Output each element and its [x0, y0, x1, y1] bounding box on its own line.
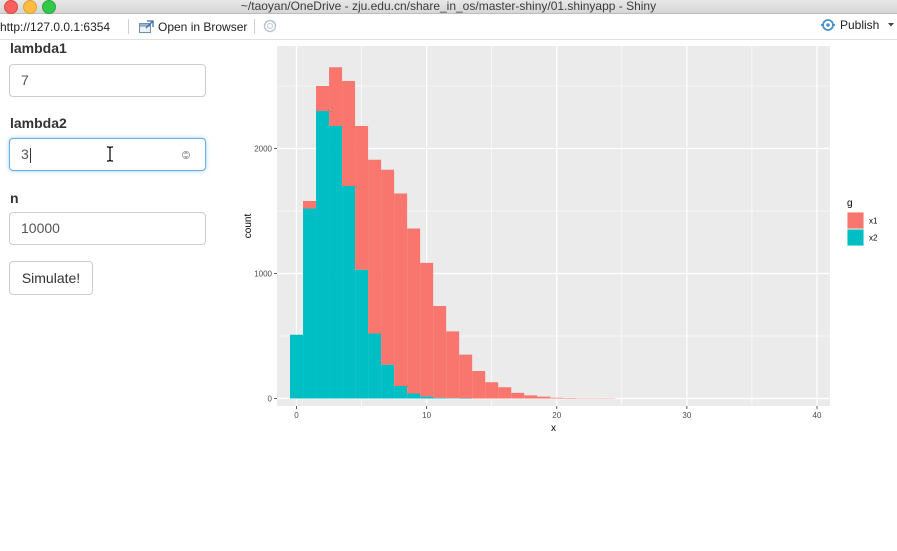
x-axis-label: x	[551, 423, 556, 434]
bar-x1	[524, 395, 538, 399]
bar-x1	[407, 228, 421, 394]
bar-x1	[394, 193, 408, 386]
y-tick-label: 2000	[254, 145, 272, 154]
n-input[interactable]: 10000	[9, 212, 206, 245]
publish-icon	[821, 19, 835, 31]
x-tick-label: 40	[813, 411, 822, 420]
legend-label-x2: x2	[869, 234, 878, 243]
legend-label-x1: x1	[869, 217, 878, 226]
bar-x1	[381, 169, 395, 365]
publish-button[interactable]: Publish	[820, 18, 895, 32]
lambda1-label: lambda1	[10, 40, 67, 56]
bar-x2	[316, 111, 330, 399]
plot-axes: x count 0 10 20 30 40 0 1000 2000	[243, 145, 822, 435]
bar-x2	[420, 396, 434, 399]
legend-key-x2	[847, 229, 864, 246]
app-url: http://127.0.0.1:6354	[0, 20, 111, 34]
x-tick-label: 0	[294, 411, 299, 420]
bar-x2	[368, 333, 382, 399]
bar-x2	[433, 397, 447, 399]
bar-x1	[342, 81, 356, 186]
bar-x1	[446, 331, 460, 399]
minimize-window-button[interactable]	[23, 0, 37, 14]
publish-label: Publish	[840, 18, 880, 32]
y-tick-label: 0	[268, 395, 273, 404]
lambda2-input[interactable]: 3	[9, 138, 206, 171]
bar-x1	[316, 86, 330, 111]
histogram-plot: x count 0 10 20 30 40 0 1000 2000 g x1 x2	[243, 46, 878, 435]
bar-x1	[355, 126, 369, 270]
x-tick-label: 30	[682, 411, 691, 420]
lambda1-input[interactable]: 7	[9, 64, 206, 97]
bar-x1	[472, 371, 486, 399]
open-in-browser-button[interactable]: Open in Browser	[138, 18, 247, 35]
bar-x2	[407, 393, 421, 399]
window-titlebar: ~/taoyan/OneDrive - zju.edu.cn/share_in_…	[0, 0, 897, 14]
bar-x2	[394, 386, 408, 399]
plot-legend: g x1 x2	[847, 198, 878, 246]
bar-x1	[498, 387, 512, 399]
lambda2-label: lambda2	[10, 115, 67, 131]
y-axis-label: count	[243, 214, 254, 239]
close-window-button[interactable]	[4, 0, 18, 14]
bar-x1	[433, 306, 447, 398]
open-in-browser-label: Open in Browser	[158, 19, 248, 34]
bar-x1	[563, 398, 577, 399]
y-tick-label: 1000	[254, 270, 272, 279]
lambda2-value: 3	[21, 146, 29, 162]
x-tick-label: 10	[422, 411, 431, 420]
zoom-window-button[interactable]	[42, 0, 56, 14]
chevron-down-icon[interactable]	[887, 22, 895, 28]
bar-x1	[537, 396, 551, 399]
legend-key-x1	[847, 212, 864, 229]
n-label: n	[10, 190, 19, 206]
bar-x2	[381, 364, 395, 399]
bar-x2	[342, 186, 356, 399]
legend-title: g	[847, 198, 853, 209]
bar-x2	[329, 126, 343, 399]
bar-x1	[303, 201, 317, 209]
simulate-button[interactable]: Simulate!	[9, 261, 93, 295]
bar-x2	[303, 208, 317, 399]
bar-x1	[368, 159, 382, 334]
viewer-toolbar: http://127.0.0.1:6354 Open in Browser Pu…	[0, 14, 897, 40]
bar-x2	[355, 269, 369, 399]
bar-x2	[290, 334, 304, 399]
text-cursor-icon	[107, 146, 113, 162]
text-caret	[29, 147, 31, 163]
bar-x1	[459, 354, 473, 399]
open-browser-icon	[139, 19, 154, 33]
refresh-icon[interactable]	[263, 19, 277, 33]
number-spinner[interactable]	[182, 149, 190, 161]
bar-x1	[420, 262, 434, 397]
bar-x1	[550, 397, 564, 399]
toolbar-separator	[128, 19, 129, 34]
histogram-bars	[290, 67, 616, 399]
toolbar-separator	[254, 19, 255, 34]
bar-x1	[511, 392, 525, 399]
bar-x1	[329, 67, 343, 126]
bar-x1	[485, 382, 499, 399]
window-title: ~/taoyan/OneDrive - zju.edu.cn/share_in_…	[240, 0, 657, 13]
x-tick-label: 20	[552, 411, 561, 420]
